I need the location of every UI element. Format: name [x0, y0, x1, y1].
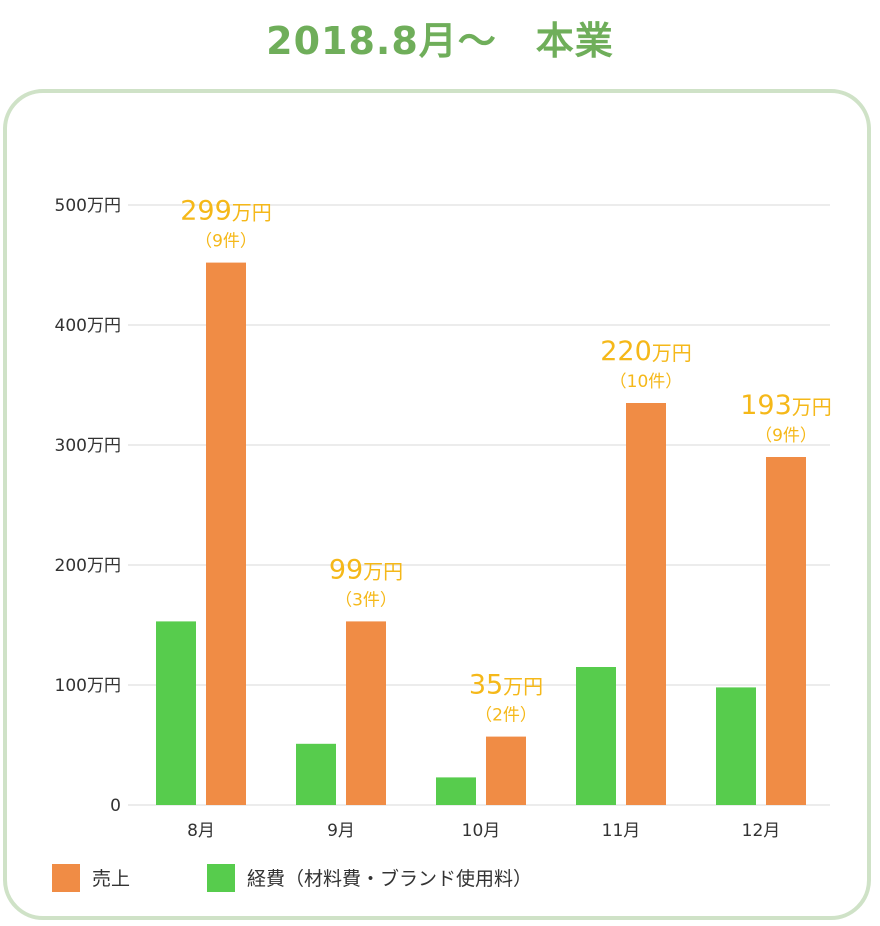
legend: 売上 経費（材料費・ブランド使用料） [52, 864, 532, 892]
annotation-number: 299 [180, 196, 232, 227]
y-axis-ticks: 0 100万円 200万円 300万円 400万円 500万円 [55, 196, 121, 816]
annotation-count: （9件） [755, 426, 817, 446]
annotations: 299万円（9件）99万円（3件）35万円（2件）220万円（10件）193万円… [180, 196, 832, 726]
y-tick-label: 300万円 [55, 436, 121, 456]
y-tick-label: 0 [110, 796, 121, 816]
annotation-count: （10件） [610, 372, 683, 392]
annotation-amount: 299万円 [180, 196, 272, 227]
annotation-amount: 193万円 [740, 390, 832, 421]
annotation-number: 220 [600, 336, 652, 367]
annotation-unit: 万円 [652, 341, 692, 365]
x-tick-label: 9月 [327, 821, 355, 841]
annotation-number: 35 [469, 670, 503, 701]
annotation-amount: 99万円 [329, 554, 403, 585]
annotation-unit: 万円 [232, 201, 272, 225]
annotation-count: （2件） [475, 706, 537, 726]
bar-sales [486, 736, 526, 805]
chart-frame [3, 89, 871, 920]
bar-expense [296, 743, 336, 805]
annotation-count: （3件） [335, 590, 397, 610]
annotation-unit: 万円 [503, 675, 543, 699]
y-tick-label: 500万円 [55, 196, 121, 216]
legend-label-expense: 経費（材料費・ブランド使用料） [247, 867, 532, 890]
annotation-number: 193 [740, 390, 792, 421]
bar-expense [716, 687, 756, 805]
y-tick-label: 200万円 [55, 556, 121, 576]
annotation-amount: 35万円 [469, 670, 543, 701]
x-tick-label: 11月 [602, 821, 641, 841]
bar-sales [206, 262, 246, 806]
annotation-amount: 220万円 [600, 336, 692, 367]
bars [156, 262, 806, 806]
annotation-unit: 万円 [363, 559, 403, 583]
x-tick-label: 8月 [187, 821, 215, 841]
annotation-count: （9件） [195, 232, 257, 252]
annotation-number: 99 [329, 554, 363, 585]
x-axis-labels: 8月 9月 10月 11月 12月 [187, 821, 780, 841]
legend-label-sales: 売上 [92, 868, 130, 890]
y-tick-label: 100万円 [55, 676, 121, 696]
legend-swatch-expense [207, 864, 235, 892]
y-tick-label: 400万円 [55, 316, 121, 336]
bar-sales [346, 621, 386, 805]
bar-expense [156, 621, 196, 805]
bar-expense [576, 667, 616, 805]
x-tick-label: 12月 [742, 821, 781, 841]
bar-sales [626, 403, 666, 805]
bar-sales [766, 457, 806, 805]
bar-expense [436, 777, 476, 805]
page-title: 2018.8月～ 本業 [266, 19, 614, 63]
annotation-unit: 万円 [792, 395, 832, 419]
x-tick-label: 10月 [462, 821, 501, 841]
legend-swatch-sales [52, 864, 80, 892]
